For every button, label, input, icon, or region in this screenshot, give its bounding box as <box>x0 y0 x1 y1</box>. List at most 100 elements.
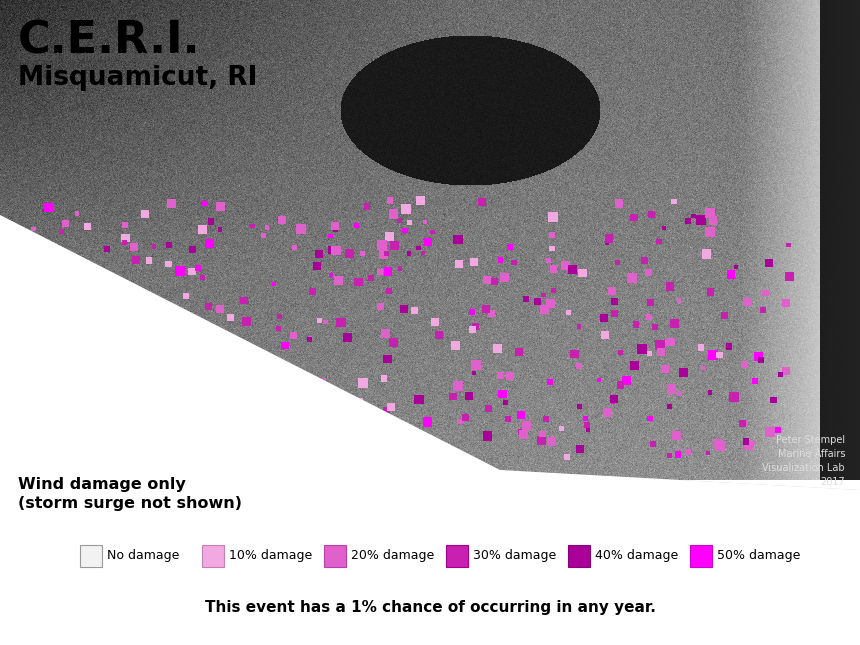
Bar <box>707 288 715 296</box>
Bar <box>416 195 425 204</box>
Bar <box>458 419 463 424</box>
Bar <box>118 293 124 300</box>
Bar <box>17 325 23 331</box>
Bar <box>152 244 157 248</box>
Bar <box>195 404 204 413</box>
Bar <box>200 275 206 280</box>
Bar <box>205 239 214 248</box>
Bar <box>200 364 207 370</box>
Bar <box>80 295 89 304</box>
Bar <box>470 310 475 315</box>
Bar <box>43 243 52 252</box>
Bar <box>84 354 93 362</box>
Bar <box>666 338 675 346</box>
Bar <box>503 401 507 404</box>
Bar <box>411 307 418 314</box>
Bar <box>666 404 673 409</box>
Bar <box>740 420 746 426</box>
Bar <box>605 241 609 245</box>
Bar <box>329 273 334 277</box>
Bar <box>125 310 129 315</box>
Bar <box>615 199 624 208</box>
Bar <box>782 299 790 307</box>
Bar <box>34 404 43 412</box>
Bar <box>539 431 546 437</box>
Bar <box>267 392 273 399</box>
Bar <box>647 352 652 356</box>
Bar <box>80 545 102 567</box>
Bar <box>199 378 208 388</box>
Bar <box>45 203 53 212</box>
Bar <box>647 299 654 306</box>
Bar <box>397 266 402 271</box>
Bar <box>507 244 513 250</box>
Bar <box>615 260 620 266</box>
Bar <box>130 243 138 252</box>
Bar <box>379 243 386 249</box>
Bar <box>276 326 281 332</box>
Bar <box>534 298 541 304</box>
Bar <box>545 299 555 308</box>
Bar <box>198 225 207 234</box>
Bar <box>641 257 648 264</box>
Bar <box>308 336 312 341</box>
Bar <box>158 322 163 327</box>
Bar <box>62 220 70 227</box>
Bar <box>224 363 233 373</box>
Bar <box>728 392 739 402</box>
Bar <box>114 359 119 364</box>
Bar <box>765 428 775 437</box>
Bar <box>381 330 390 339</box>
Bar <box>726 343 733 350</box>
Bar <box>331 246 341 255</box>
Bar <box>657 348 666 356</box>
Bar <box>470 326 476 333</box>
Bar <box>702 250 711 259</box>
Bar <box>322 377 326 382</box>
Bar <box>709 350 718 359</box>
Bar <box>670 319 679 328</box>
Bar <box>617 381 624 389</box>
Bar <box>549 246 555 252</box>
Bar <box>20 338 24 342</box>
Bar <box>242 317 251 326</box>
Bar <box>762 290 769 296</box>
Bar <box>740 361 747 368</box>
Bar <box>91 348 101 357</box>
Bar <box>722 312 728 319</box>
Bar <box>523 295 529 302</box>
Bar <box>543 416 549 422</box>
Bar <box>113 318 121 327</box>
Bar <box>182 293 189 299</box>
Bar <box>568 265 577 275</box>
Bar <box>465 392 473 399</box>
Bar <box>122 223 128 228</box>
Bar <box>697 215 705 224</box>
Text: Misquamicut, RI: Misquamicut, RI <box>18 65 257 91</box>
Bar <box>69 333 75 339</box>
Text: Peter Stempel
Marine Affairs
Visualization Lab
2017: Peter Stempel Marine Affairs Visualizati… <box>762 435 845 487</box>
Bar <box>93 305 101 313</box>
Bar <box>656 239 662 244</box>
Bar <box>407 220 413 226</box>
Bar <box>217 202 225 211</box>
Bar <box>610 395 618 403</box>
Bar <box>645 270 652 275</box>
Bar <box>423 220 427 224</box>
Bar <box>470 257 478 266</box>
Bar <box>120 361 130 372</box>
Bar <box>576 362 582 369</box>
Bar <box>272 282 276 286</box>
Bar <box>273 356 277 361</box>
Bar <box>195 264 201 270</box>
Bar <box>309 288 316 295</box>
Bar <box>685 218 691 224</box>
Bar <box>161 355 168 362</box>
Bar <box>753 352 763 361</box>
Bar <box>389 210 398 219</box>
Bar <box>666 384 677 393</box>
Text: C.E.R.I.: C.E.R.I. <box>18 20 200 63</box>
Bar <box>132 256 140 264</box>
Bar <box>384 407 390 413</box>
Bar <box>214 342 221 348</box>
